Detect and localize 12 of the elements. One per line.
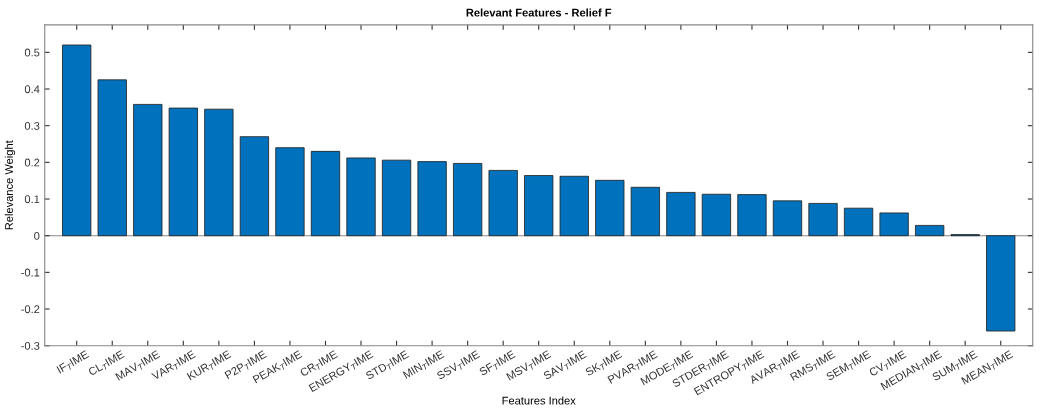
y-tick-label: 0.4: [24, 85, 40, 94]
y-tick-label: 0: [34, 231, 40, 240]
x-axis-title: Features Index: [502, 396, 576, 405]
y-tick-label: 0.1: [24, 195, 40, 204]
y-tick-label: 0.5: [24, 48, 40, 57]
y-tick-label: -0.2: [21, 305, 40, 314]
y-axis-title: Relevance Weight: [4, 140, 16, 230]
y-tick-label: 0.2: [24, 158, 40, 167]
y-tick-label: -0.1: [21, 268, 40, 277]
y-tick-label: 0.3: [24, 121, 40, 130]
chart-title: Relevant Features - Relief F: [466, 8, 612, 17]
y-tick-label: -0.3: [21, 341, 40, 350]
